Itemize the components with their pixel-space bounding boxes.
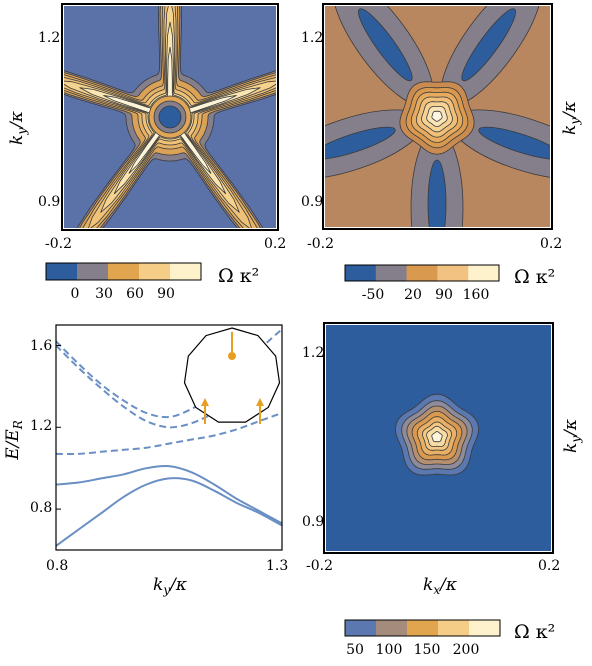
colorbar-swatch: [407, 620, 439, 636]
br-colorbar: 50 100 150 200 Ω κ²: [344, 619, 555, 658]
colorbar-frame: [45, 262, 202, 281]
colorbar-swatch: [438, 620, 470, 636]
colorbar-swatch: [376, 620, 408, 636]
tl-colorbar: 0 30 60 90 Ω κ²: [45, 262, 259, 302]
colorbar-swatch: [437, 265, 469, 281]
bl-series-2: [56, 412, 282, 456]
inset-arrow-head: [256, 398, 264, 406]
colorbar-tick-label: 90: [157, 286, 175, 302]
panel-bottom-left: 1.6 1.2 0.8 0.8 1.3 E/ER ky/κ: [3, 324, 288, 597]
bl-ytick-1: 1.2: [30, 418, 52, 434]
bl-ticks: [55, 344, 283, 550]
bl-series-1: [56, 464, 282, 525]
colorbar-label: Ω κ²: [514, 621, 555, 643]
colorbar-swatch: [375, 265, 408, 281]
bl-ylabel: E/ER: [3, 420, 25, 461]
bl-inset: [183, 327, 281, 424]
colorbar-tick-label: 160: [463, 287, 490, 303]
colorbar-label: Ω κ²: [514, 266, 555, 288]
tr-blue-lobe: [427, 159, 447, 227]
tl-ylabel: ky/κ: [7, 111, 29, 145]
colorbar-tick-label: 20: [404, 287, 422, 303]
tr-blue-lobe: [358, 8, 413, 82]
colorbar-tick-label: 60: [126, 286, 144, 302]
br-xtick-0: -0.2: [306, 558, 333, 574]
tl-center-core: [158, 105, 182, 129]
colorbar-swatch: [46, 263, 78, 280]
bl-xlabel: ky/κ: [153, 575, 187, 597]
tl-ytick-1: 0.9: [38, 194, 60, 210]
colorbar-swatch: [108, 263, 140, 280]
tr-ytick-0: 1.2: [301, 30, 323, 46]
br-center-ring: [431, 431, 443, 443]
tr-ytick-1: 0.9: [301, 194, 323, 210]
colorbar-tick-label: 100: [376, 642, 403, 658]
bl-ytick-0: 1.6: [30, 338, 52, 354]
inset-polygon: [183, 327, 281, 423]
tl-xtick-1: 0.2: [264, 236, 286, 252]
colorbar-swatch: [345, 620, 377, 636]
colorbar-tick-label: 0: [71, 286, 80, 302]
br-contours: [395, 393, 479, 476]
bl-series-0: [56, 477, 282, 547]
bl-frame: [55, 324, 283, 551]
inset-top-arrow-dot: [228, 352, 236, 360]
br-ylabel: ky/κ: [561, 419, 583, 453]
colorbar-label: Ω κ²: [218, 265, 259, 287]
colorbar-swatch: [77, 263, 109, 280]
br-xlabel: kx/κ: [423, 575, 457, 597]
colorbar-swatch: [170, 263, 202, 280]
colorbar-tick-label: 150: [414, 642, 441, 658]
colorbar-tick-label: 50: [346, 642, 364, 658]
tr-frame: [322, 3, 553, 230]
tr-ylabel: ky/κ: [560, 101, 582, 135]
bl-xtick-1: 1.3: [266, 558, 288, 574]
colorbar-tick-label: -50: [362, 287, 385, 303]
br-ytick-1: 0.9: [302, 514, 324, 530]
tr-blue-lobe: [325, 126, 396, 160]
bl-ytick-2: 0.8: [30, 500, 52, 516]
panel-top-left: 1.2 0.9 -0.2 0.2 ky/κ: [7, 3, 286, 252]
inset-arrows: [201, 332, 264, 424]
colorbar-tick-label: 200: [453, 642, 480, 658]
colorbar-frame: [344, 619, 501, 637]
panel-top-right: 1.2 0.9 -0.2 0.2 ky/κ: [301, 3, 582, 252]
tr-contours: [325, 6, 550, 227]
colorbar-swatch: [345, 265, 377, 281]
bl-xtick-0: 0.8: [46, 558, 68, 574]
tl-ytick-0: 1.2: [38, 30, 60, 46]
inset-arrow-head: [201, 398, 209, 406]
tl-frame: [61, 3, 279, 231]
tr-xtick-0: -0.2: [307, 236, 334, 252]
colorbar-tick-label: 90: [435, 287, 453, 303]
br-ytick-0: 1.2: [302, 345, 324, 361]
colorbar-swatch: [139, 263, 171, 280]
colorbar-frame: [344, 264, 500, 282]
tr-xtick-1: 0.2: [540, 236, 562, 252]
tr-blue-lobe: [478, 126, 550, 160]
tr-colorbar: -50 20 90 160 Ω κ²: [344, 264, 555, 303]
panel-bottom-right: 1.2 0.9 -0.2 0.2 kx/κ ky/κ: [302, 322, 583, 597]
br-frame: [323, 322, 554, 554]
tr-blue-lobe: [461, 8, 516, 82]
tl-xtick-0: -0.2: [45, 236, 72, 252]
colorbar-tick-label: 30: [95, 286, 113, 302]
colorbar-swatch: [406, 265, 438, 281]
tr-center-ring: [431, 110, 443, 122]
colorbar-swatch: [468, 265, 500, 281]
br-xtick-1: 0.2: [538, 558, 560, 574]
colorbar-swatch: [469, 620, 501, 636]
tl-contours: [64, 6, 276, 228]
